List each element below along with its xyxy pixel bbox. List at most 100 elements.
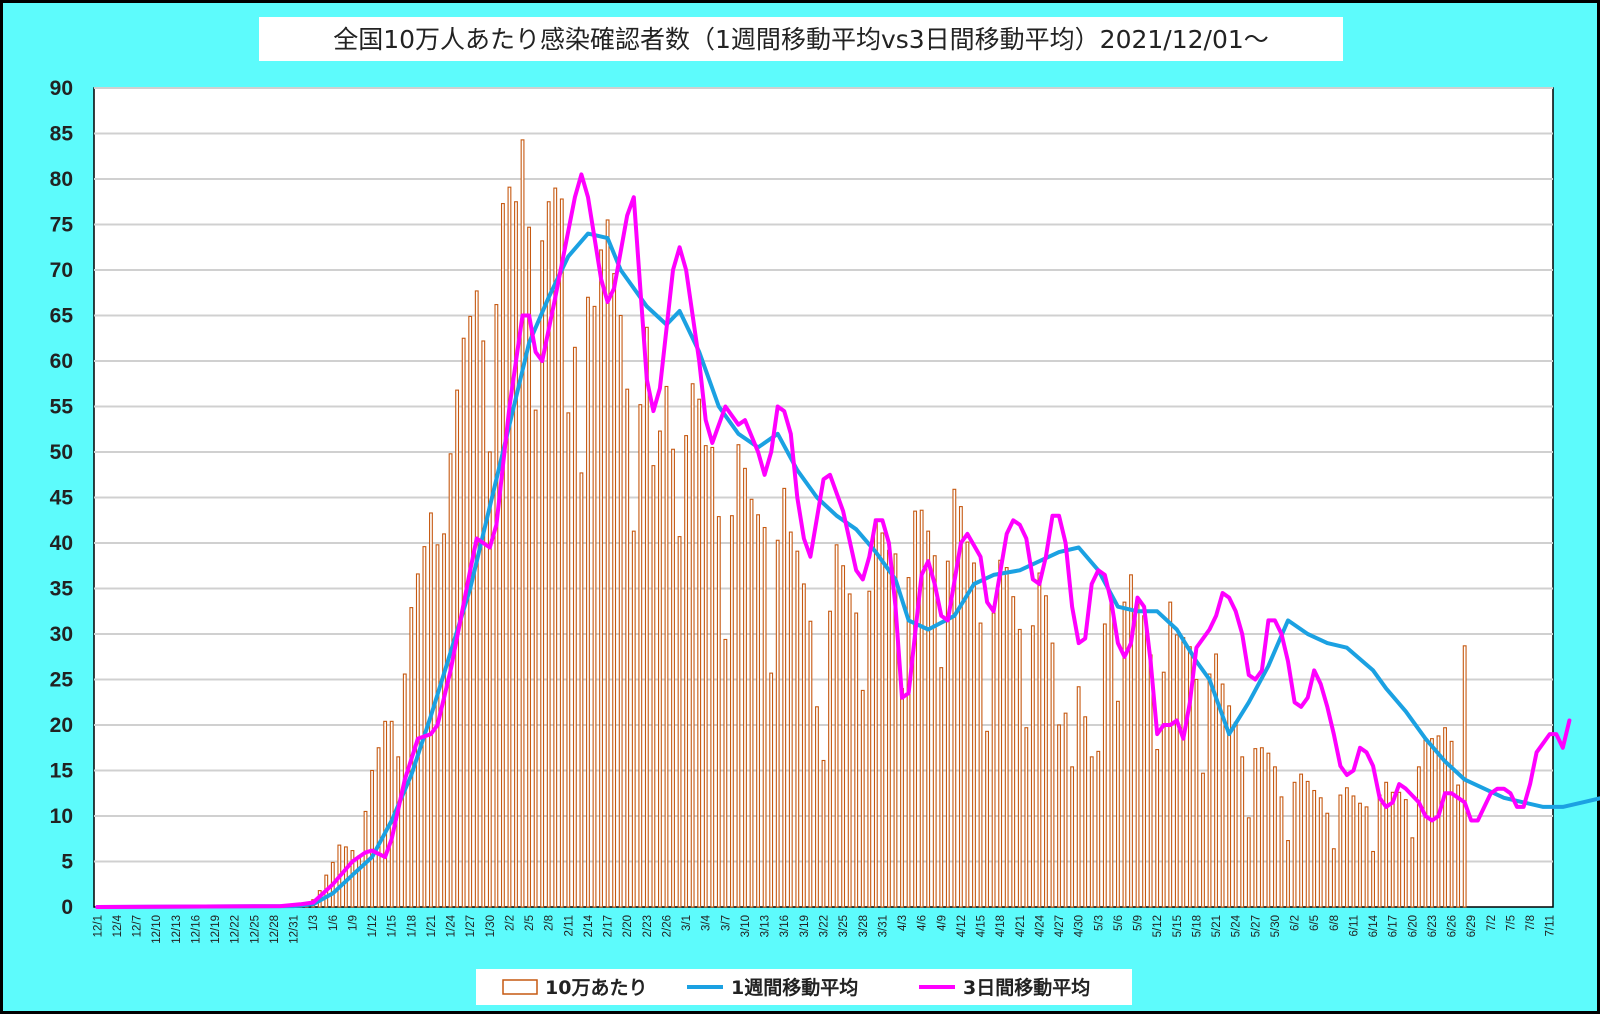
bar xyxy=(788,531,793,908)
bar xyxy=(716,516,721,908)
bar xyxy=(494,304,499,908)
x-tick-label: 6/11 xyxy=(1348,915,1360,937)
x-tick-label: 12/1 xyxy=(92,915,104,937)
x-tick-label: 2/2 xyxy=(504,915,516,931)
y-tick-label: 25 xyxy=(50,669,74,692)
x-tick-label: 6/20 xyxy=(1407,915,1419,937)
x-tick-label: 5/18 xyxy=(1191,915,1203,937)
x-tick-label: 6/5 xyxy=(1309,915,1321,931)
bar xyxy=(1266,752,1271,908)
bar xyxy=(1410,837,1415,908)
bar xyxy=(631,530,636,908)
bar xyxy=(815,706,819,908)
y-tick-label: 55 xyxy=(50,396,74,419)
bar xyxy=(461,337,466,908)
bar xyxy=(978,622,983,908)
y-tick-label: 50 xyxy=(50,441,73,464)
legend: 10万あたり 1週間移動平均 3日間移動平均 xyxy=(476,969,1132,1005)
bar xyxy=(985,730,989,908)
x-tick-label: 1/12 xyxy=(367,915,379,937)
bar xyxy=(690,383,695,908)
bar xyxy=(605,219,610,908)
x-tick-label: 3/19 xyxy=(799,915,811,937)
bar xyxy=(1299,773,1304,908)
bar xyxy=(1070,766,1075,908)
x-tick-label: 6/14 xyxy=(1368,914,1380,937)
bar xyxy=(1344,787,1349,908)
legend-box xyxy=(476,969,1132,1005)
x-tick-label: 4/30 xyxy=(1074,915,1086,937)
legend-swatch-bars xyxy=(502,979,538,995)
x-tick-label: 7/2 xyxy=(1486,915,1498,931)
bar xyxy=(357,855,361,908)
x-tick-label: 2/17 xyxy=(603,915,615,937)
bar xyxy=(854,612,859,908)
x-tick-label: 12/19 xyxy=(210,915,222,944)
x-tick-label: 4/15 xyxy=(976,915,988,937)
x-tick-label: 6/17 xyxy=(1388,915,1400,937)
bar xyxy=(1456,784,1461,908)
bar xyxy=(958,506,963,908)
y-tick-label: 0 xyxy=(61,896,73,919)
x-tick-label: 7/11 xyxy=(1545,915,1557,937)
x-tick-label: 4/3 xyxy=(897,915,909,931)
x-tick-label: 2/14 xyxy=(583,914,595,937)
bar xyxy=(677,536,682,908)
x-tick-label: 7/8 xyxy=(1525,915,1537,931)
bar xyxy=(723,638,728,908)
bar xyxy=(540,240,545,908)
bar xyxy=(566,412,571,908)
bar xyxy=(527,226,532,908)
x-tick-label: 7/5 xyxy=(1505,915,1517,931)
bar xyxy=(1181,637,1186,908)
x-tick-label: 1/6 xyxy=(328,915,340,931)
bar xyxy=(664,385,669,908)
x-tick-label: 5/30 xyxy=(1270,915,1282,937)
x-tick-label: 1/3 xyxy=(308,915,320,931)
bar xyxy=(1364,806,1369,908)
bar xyxy=(1187,646,1192,908)
bar xyxy=(703,445,708,908)
bar xyxy=(671,448,675,908)
bar xyxy=(651,465,656,908)
bar xyxy=(370,769,374,908)
x-tick-label: 5/27 xyxy=(1250,915,1262,937)
bar xyxy=(1273,766,1277,908)
y-tick-label: 30 xyxy=(50,623,73,646)
bar xyxy=(1430,738,1434,908)
bar xyxy=(919,509,924,908)
x-tick-label: 3/1 xyxy=(681,915,693,931)
bar xyxy=(658,430,662,908)
x-tick-label: 4/18 xyxy=(995,915,1007,937)
bar xyxy=(1233,721,1238,908)
y-tick-label: 10 xyxy=(50,805,73,828)
x-tick-label: 5/12 xyxy=(1152,915,1164,937)
x-tick-label: 3/22 xyxy=(819,915,831,937)
bar xyxy=(1390,791,1395,908)
bar xyxy=(592,305,597,908)
bar xyxy=(926,530,931,908)
x-tick-label: 5/24 xyxy=(1231,914,1243,937)
bar xyxy=(900,688,904,908)
bar xyxy=(775,539,780,908)
x-tick-label: 12/10 xyxy=(151,915,163,944)
bar xyxy=(1351,795,1356,908)
x-tick-label: 5/15 xyxy=(1172,915,1184,937)
bar xyxy=(363,810,368,908)
bar xyxy=(1115,700,1120,908)
bar xyxy=(1377,794,1382,908)
bar xyxy=(383,720,388,908)
bar xyxy=(1063,712,1068,908)
bar xyxy=(553,187,558,908)
bar xyxy=(1338,794,1343,908)
series-line-7day-average xyxy=(95,231,1600,909)
bar xyxy=(1449,740,1454,908)
series-line-3day-average xyxy=(95,172,1572,909)
x-tick-label: 12/16 xyxy=(190,915,202,944)
bar xyxy=(828,610,832,908)
y-tick-label: 15 xyxy=(50,760,74,783)
bar xyxy=(442,533,446,908)
x-tick-label: 4/21 xyxy=(1015,915,1027,937)
bar xyxy=(697,398,702,908)
